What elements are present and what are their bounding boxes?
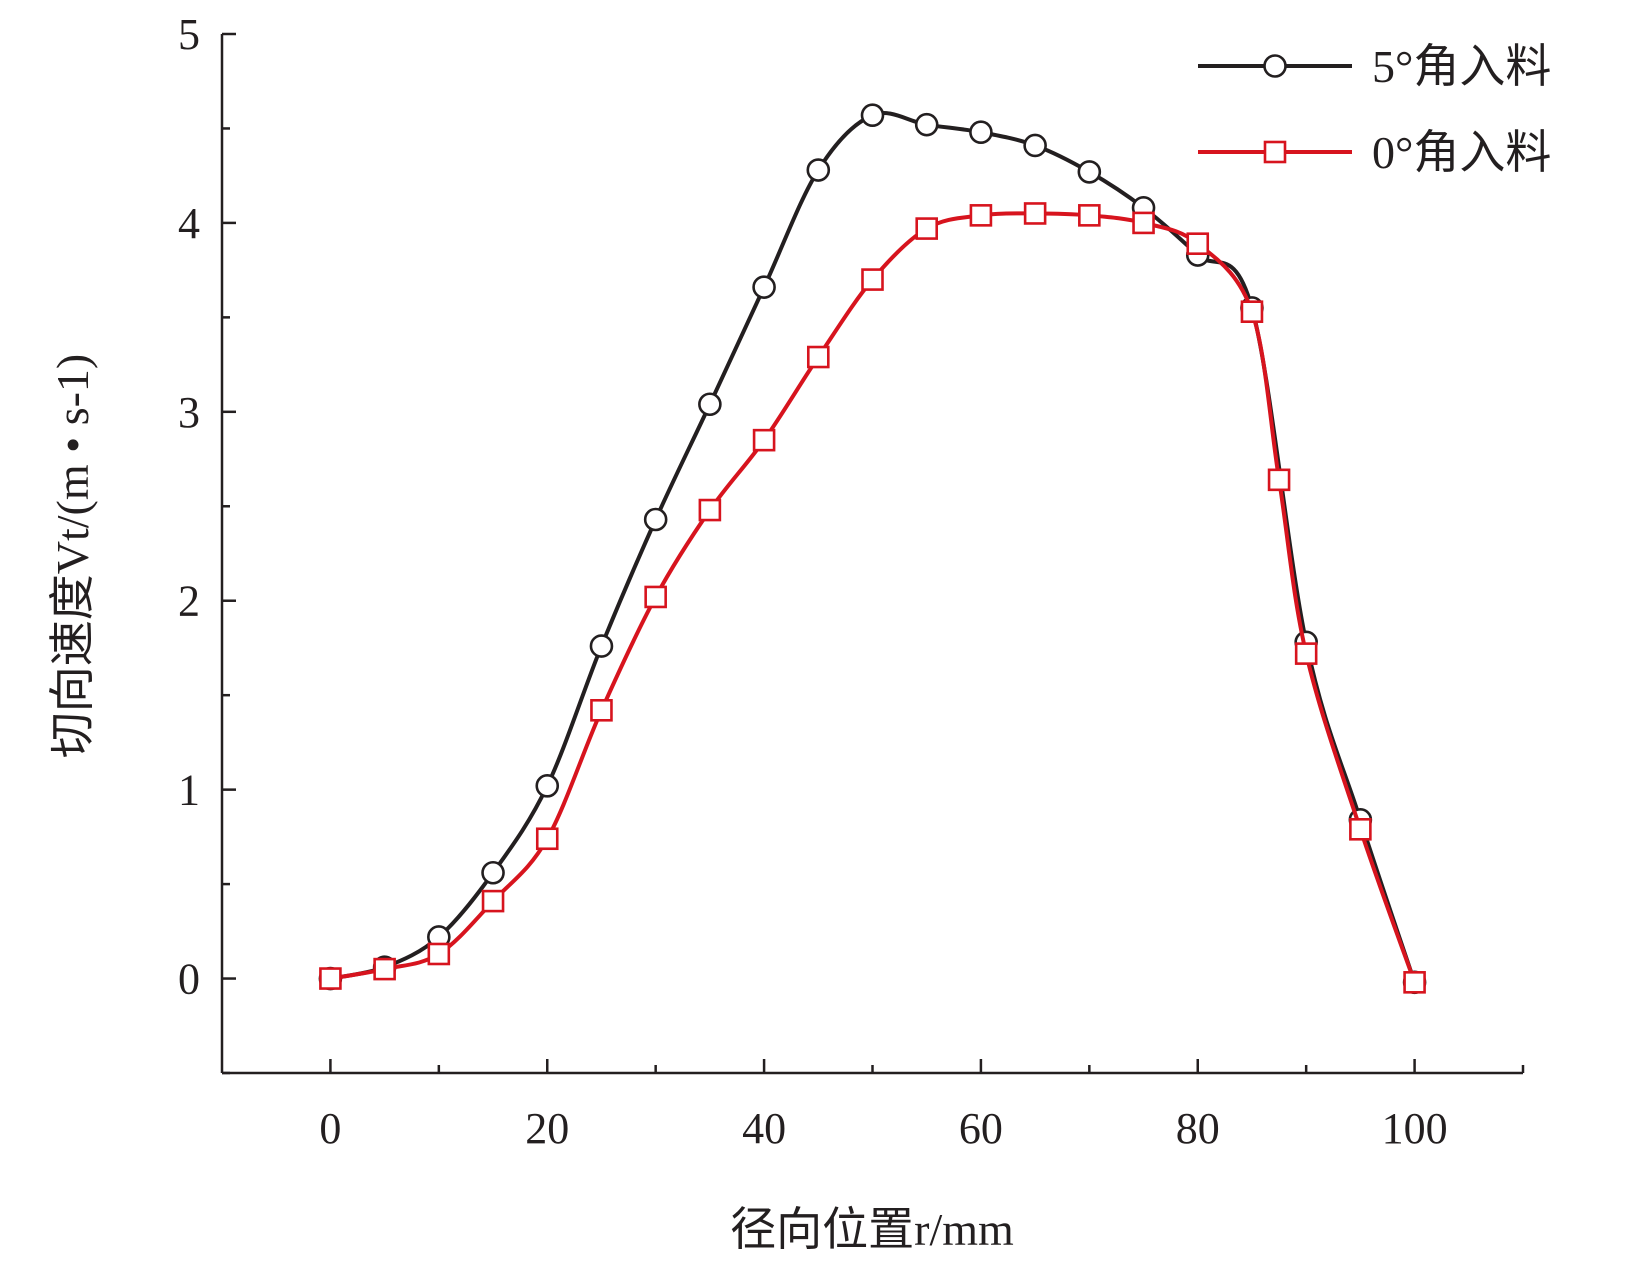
y-tick-label: 1: [178, 766, 200, 815]
y-tick-label: 4: [178, 199, 200, 248]
ticks: [222, 32, 1525, 1075]
data-point-square: [535, 827, 559, 851]
data-point-circle: [806, 158, 831, 182]
y-tick-label: 5: [178, 10, 200, 59]
series-0: [318, 103, 1427, 995]
data-point-circle: [589, 634, 614, 658]
data-point-square: [1240, 300, 1264, 323]
legend-marker-circle: [1263, 54, 1287, 78]
y-tick-label: 0: [178, 955, 200, 1004]
legend: 5°角入料 0°角入料: [1198, 41, 1551, 178]
data-point-square: [427, 942, 451, 966]
tick-labels: 0 1 2 3 4 5 0 20 40 60 80 100: [178, 10, 1448, 1153]
y-tick-label: 2: [178, 577, 200, 626]
data-point-circle: [752, 275, 776, 299]
series-1: [319, 202, 1426, 994]
data-point-square: [1267, 468, 1291, 492]
data-point-square: [752, 428, 776, 452]
legend-marker-square: [1263, 140, 1287, 164]
data-point-circle: [643, 507, 668, 532]
x-axis-title: 径向位置r/mm: [730, 1204, 1014, 1255]
x-tick-label: 0: [319, 1104, 341, 1153]
data-point-square: [1294, 642, 1318, 665]
data-point-circle: [535, 774, 560, 798]
data-point-circle: [969, 120, 993, 145]
data-point-circle: [481, 860, 505, 885]
data-point-square: [969, 204, 993, 227]
data-point-circle: [1023, 133, 1047, 158]
legend-label-5deg: 5°角入料: [1372, 41, 1551, 92]
data-point-square: [644, 585, 667, 609]
data-point-square: [590, 698, 613, 722]
data-point-circle: [860, 103, 885, 128]
data-point-square: [319, 967, 342, 990]
data-point-square: [1349, 818, 1372, 841]
x-tick-label: 20: [525, 1104, 569, 1153]
data-point-square: [1403, 971, 1426, 994]
legend-item-5deg: 5°角入料: [1198, 41, 1551, 92]
data-point-square: [698, 498, 722, 522]
series-layer: [318, 103, 1427, 995]
x-tick-label: 40: [742, 1104, 786, 1153]
x-tick-label: 100: [1382, 1104, 1448, 1153]
series-line: [330, 111, 1417, 983]
data-point-square: [1023, 202, 1047, 225]
data-point-square: [481, 889, 505, 913]
data-point-square: [915, 217, 939, 240]
data-point-circle: [914, 112, 939, 137]
data-point-square: [1132, 211, 1155, 235]
data-point-circle: [698, 392, 722, 417]
x-tick-label: 80: [1176, 1104, 1220, 1153]
data-point-square: [861, 268, 884, 291]
x-tick-label: 60: [959, 1104, 1003, 1153]
y-tick-label: 3: [178, 388, 200, 437]
axes: [220, 34, 1523, 1075]
y-axis-title: 切向速度Vt/(m • s-1): [47, 354, 98, 759]
legend-label-0deg: 0°角入料: [1372, 127, 1551, 178]
data-point-square: [373, 957, 396, 981]
data-point-square: [1186, 232, 1210, 255]
legend-item-0deg: 0°角入料: [1198, 127, 1551, 178]
data-point-square: [1078, 204, 1101, 227]
data-point-square: [806, 345, 830, 369]
data-point-circle: [1077, 160, 1102, 184]
